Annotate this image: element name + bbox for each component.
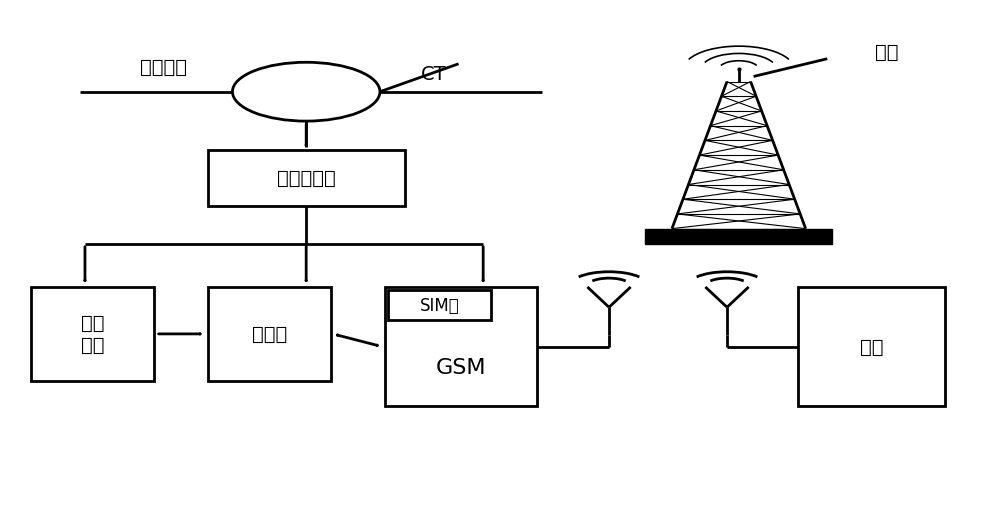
Text: 输电线路: 输电线路 bbox=[140, 58, 187, 77]
Text: 主站: 主站 bbox=[860, 337, 883, 356]
Text: 基站: 基站 bbox=[875, 43, 898, 62]
Bar bbox=[645, 229, 832, 244]
Bar bbox=[798, 288, 946, 406]
Bar bbox=[385, 288, 537, 406]
Text: 控制器: 控制器 bbox=[251, 325, 287, 344]
Bar bbox=[208, 151, 404, 207]
Text: GSM: GSM bbox=[436, 357, 486, 377]
Bar bbox=[387, 290, 491, 320]
Text: CT: CT bbox=[421, 65, 447, 84]
Ellipse shape bbox=[233, 63, 380, 122]
Text: 电流
检测: 电流 检测 bbox=[81, 314, 105, 355]
Text: SIM卡: SIM卡 bbox=[419, 296, 459, 314]
Bar bbox=[31, 288, 154, 381]
Bar bbox=[208, 288, 330, 381]
Text: 自供电电源: 自供电电源 bbox=[277, 169, 335, 188]
